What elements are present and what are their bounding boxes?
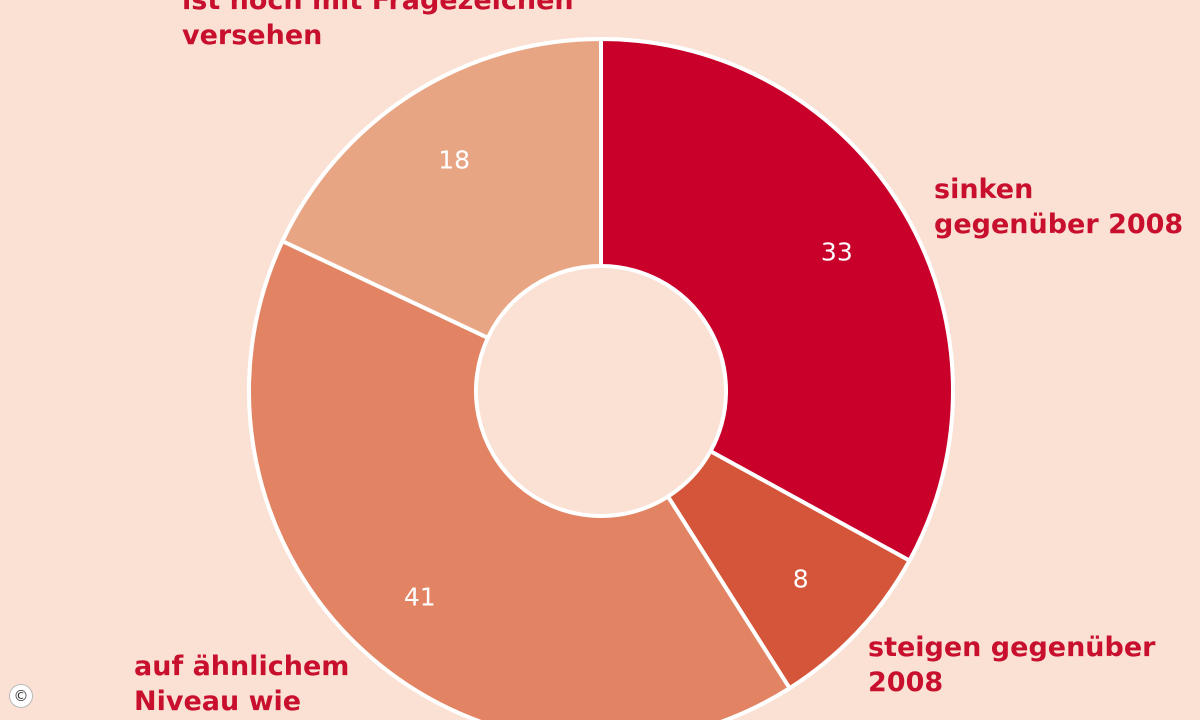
category-label-steigen: steigen gegenüber 2008 xyxy=(868,630,1155,700)
slice-value-label: 33 xyxy=(821,238,853,267)
category-label-line: gegenüber 2008 xyxy=(934,209,1184,240)
slice-value-label: 41 xyxy=(404,583,436,612)
slice-value-label: 8 xyxy=(793,565,809,594)
donut-slice xyxy=(599,37,955,563)
category-label-sinken: sinken gegenüber 2008 xyxy=(934,172,1183,242)
category-label-line: Niveau wie xyxy=(134,686,302,717)
category-label-aehnlich: auf ähnlichem Niveau wie xyxy=(134,649,349,719)
donut-slice xyxy=(665,449,912,691)
category-label-line: steigen gegenüber xyxy=(868,632,1156,663)
category-label-line: sinken xyxy=(934,174,1034,205)
copyright-badge: © xyxy=(9,684,33,708)
category-label-line: versehen xyxy=(182,20,323,51)
slice-value-label: 18 xyxy=(438,146,470,175)
donut-hole xyxy=(478,268,724,514)
donut-slice xyxy=(247,239,792,720)
donut-slice xyxy=(280,37,603,340)
category-label-line: ist noch mit Fragezeichen xyxy=(182,0,574,16)
category-label-unsure: ist noch mit Fragezeichen versehen xyxy=(182,0,574,53)
category-label-line: auf ähnlichem xyxy=(134,651,350,682)
category-label-line: 2008 xyxy=(868,667,944,698)
